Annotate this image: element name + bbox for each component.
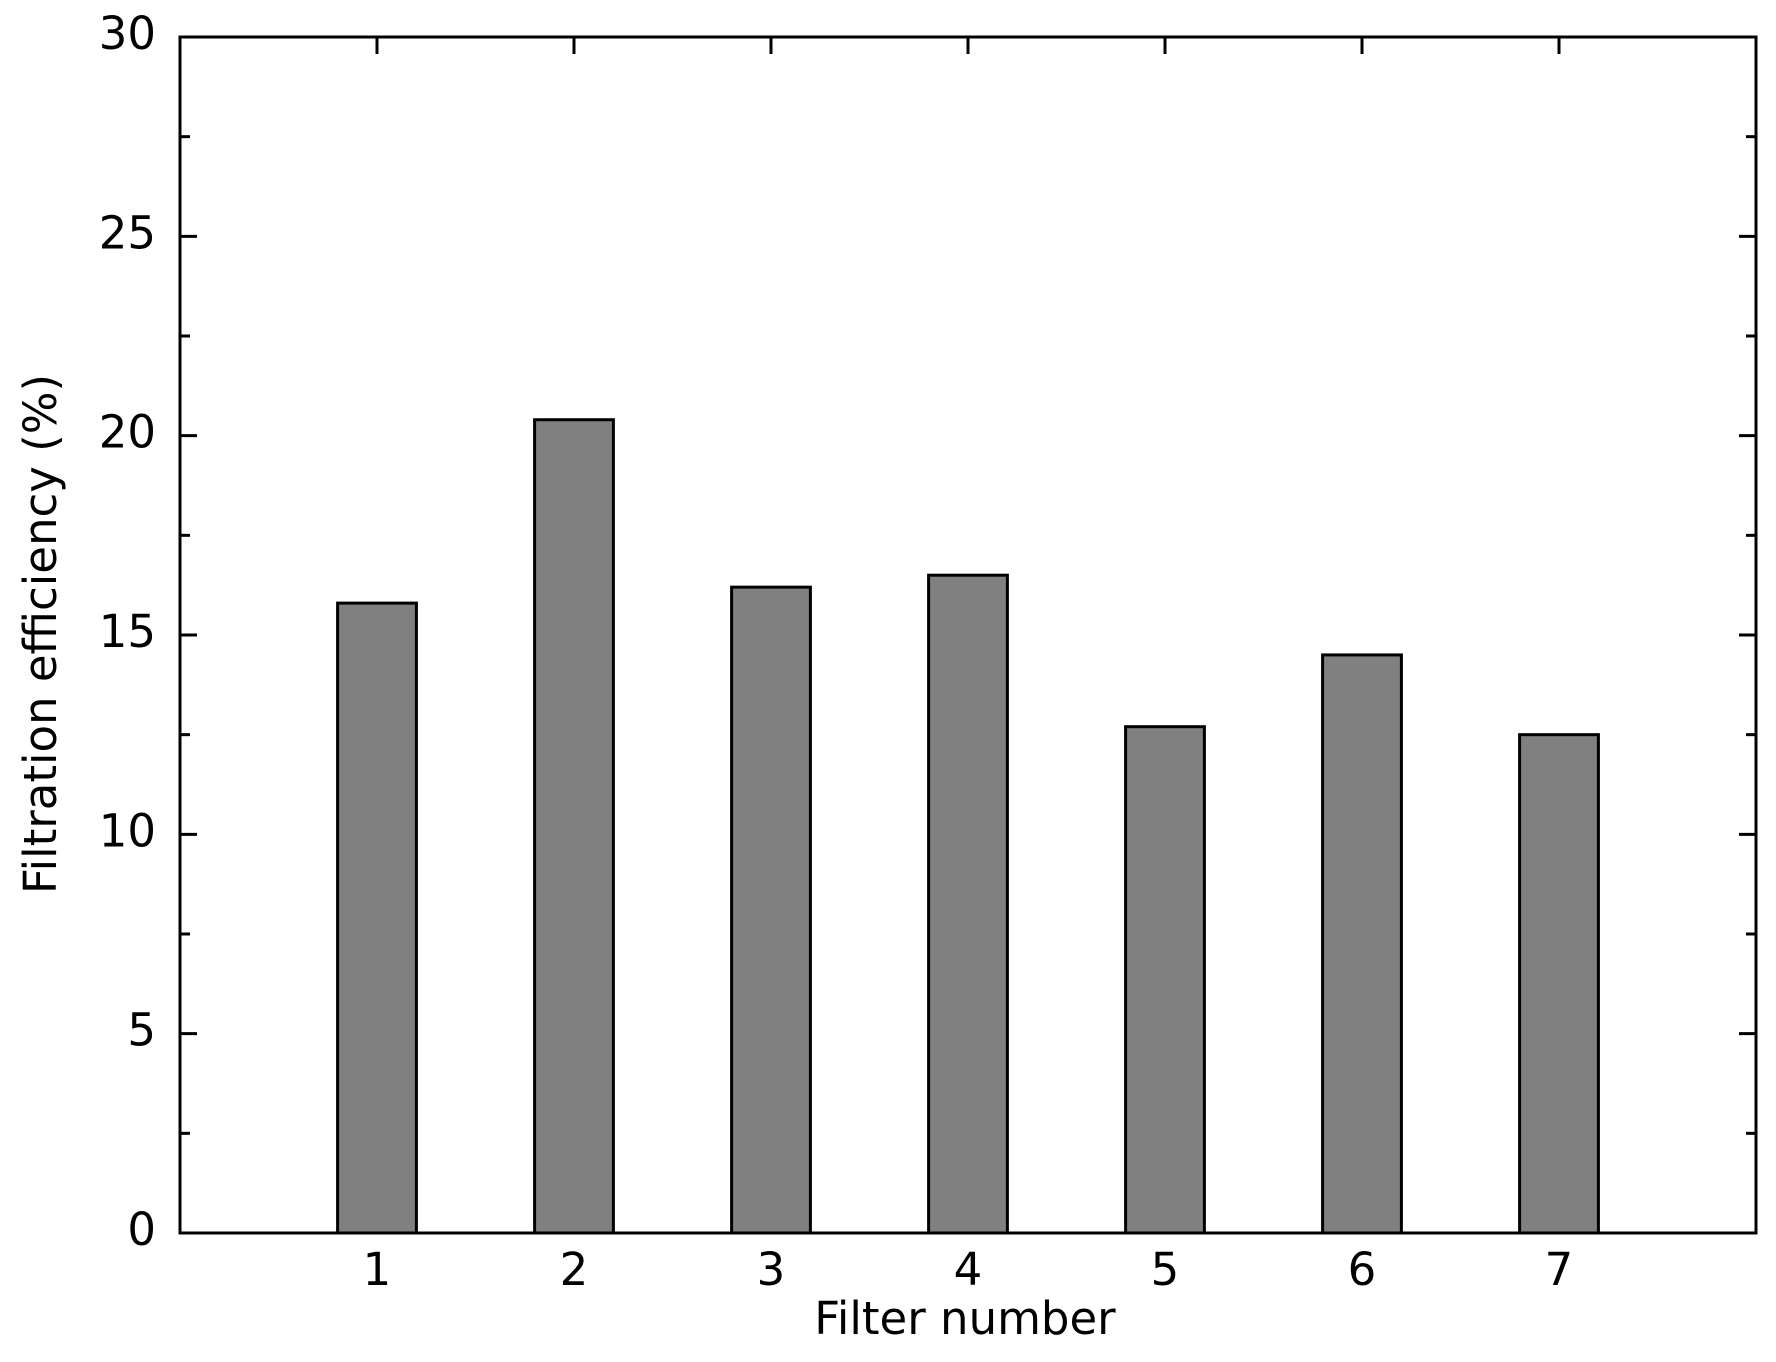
y-axis-title: Filtration efficiency (%): [14, 374, 67, 894]
y-tick-label: 0: [127, 1203, 156, 1256]
y-tick-label: 15: [99, 605, 156, 658]
x-tick-label: 5: [1151, 1243, 1180, 1296]
x-tick-label: 1: [363, 1243, 392, 1296]
y-tick-label: 25: [99, 206, 156, 259]
bar: [1518, 733, 1600, 1235]
x-tick-label: 7: [1545, 1243, 1574, 1296]
x-tick-label: 6: [1348, 1243, 1377, 1296]
bar: [1321, 653, 1403, 1235]
y-tick-label: 30: [99, 7, 156, 60]
bar: [927, 573, 1009, 1235]
bar: [336, 601, 418, 1235]
y-tick-label: 10: [99, 804, 156, 857]
y-tick-label: 20: [99, 406, 156, 459]
bar: [1124, 725, 1206, 1235]
x-axis-title: Filter number: [814, 1292, 1116, 1345]
x-tick-label: 2: [560, 1243, 589, 1296]
bar: [730, 585, 812, 1235]
x-tick-label: 3: [757, 1243, 786, 1296]
y-tick-label: 5: [127, 1004, 156, 1057]
bar: [533, 418, 615, 1235]
x-tick-label: 4: [954, 1243, 983, 1296]
